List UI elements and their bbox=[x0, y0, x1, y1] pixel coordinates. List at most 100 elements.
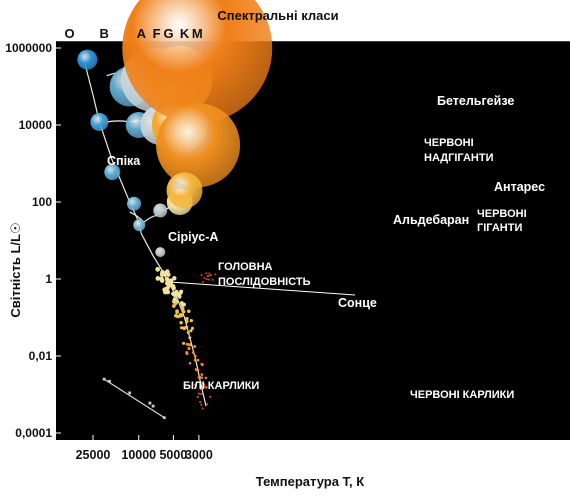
main-sequence-point bbox=[199, 400, 202, 404]
x-tick-label: 10000 bbox=[121, 448, 156, 462]
region-label: НАДГІГАНТИ bbox=[424, 152, 494, 164]
main-sequence-point bbox=[180, 326, 184, 330]
main-sequence-point bbox=[165, 289, 170, 294]
main-sequence-point bbox=[159, 272, 165, 277]
main-sequence-point bbox=[190, 326, 195, 330]
sun-leader-line bbox=[169, 281, 356, 296]
x-tick-label: 5000 bbox=[159, 448, 187, 462]
main-sequence-point bbox=[208, 274, 210, 277]
main-sequence-point bbox=[209, 395, 212, 398]
main-sequence-point bbox=[203, 386, 207, 389]
main-sequence-point bbox=[185, 319, 189, 323]
main-sequence-point bbox=[200, 403, 203, 406]
main-sequence-point bbox=[186, 331, 190, 335]
y-tick-label: 0,01 bbox=[29, 349, 53, 363]
main-sequence-point bbox=[204, 376, 208, 380]
spectral-class-label: K bbox=[180, 26, 190, 41]
star-label: Бетельгейзе bbox=[437, 94, 514, 108]
main-sequence-point bbox=[193, 358, 197, 362]
main-sequence-point bbox=[208, 272, 211, 275]
main-sequence-point bbox=[178, 314, 182, 318]
white-dwarf-point bbox=[151, 404, 155, 408]
white-dwarf-point bbox=[108, 379, 111, 383]
main-sequence-point bbox=[159, 278, 165, 283]
main-sequence-point bbox=[166, 272, 171, 277]
region-label: ЧЕРВОНІ bbox=[477, 208, 527, 220]
star-mark bbox=[155, 247, 166, 258]
y-tick-label: 0,0001 bbox=[15, 426, 52, 440]
spectral-class-label: A bbox=[137, 26, 147, 41]
region-label: БІЛІ КАРЛИКИ bbox=[183, 380, 259, 392]
main-sequence-point bbox=[207, 278, 210, 281]
white-dwarf-point bbox=[148, 401, 152, 405]
star-mark bbox=[133, 219, 146, 232]
main-sequence-point bbox=[155, 276, 161, 281]
main-sequence-point bbox=[155, 266, 161, 272]
main-sequence-point bbox=[177, 294, 182, 299]
main-sequence-point bbox=[179, 320, 183, 325]
spectral-class-label: G bbox=[164, 26, 174, 41]
y-axis-label: Світність L/L☉ bbox=[8, 222, 23, 317]
main-sequence-point bbox=[201, 407, 204, 410]
chart-title: Спектральні класи bbox=[217, 8, 338, 23]
main-sequence-point bbox=[180, 306, 185, 310]
main-sequence-point bbox=[205, 278, 208, 281]
white-dwarf-point bbox=[162, 416, 166, 420]
star-label: Сонце bbox=[338, 296, 377, 310]
main-sequence-point bbox=[188, 361, 192, 365]
main-sequence-point bbox=[185, 342, 189, 346]
main-sequence-point bbox=[173, 301, 178, 306]
main-sequence-point bbox=[182, 341, 186, 345]
white-dwarf-point bbox=[102, 377, 106, 381]
star-label: Альдебаран bbox=[393, 213, 469, 227]
star-mark bbox=[77, 49, 98, 70]
star-mark bbox=[90, 112, 109, 131]
spectral-class-label: B bbox=[99, 26, 108, 41]
main-sequence-point bbox=[193, 354, 197, 358]
main-sequence-point bbox=[191, 351, 195, 354]
x-tick-label: 25000 bbox=[76, 448, 111, 462]
main-sequence-point bbox=[185, 316, 189, 321]
region-label: ЧЕРВОНІ bbox=[424, 137, 474, 149]
main-sequence-point bbox=[187, 347, 191, 351]
main-sequence-point bbox=[200, 273, 203, 277]
main-sequence-point bbox=[199, 388, 202, 391]
main-sequence-point bbox=[214, 273, 217, 276]
star-mark bbox=[127, 196, 142, 211]
main-sequence-point bbox=[203, 384, 206, 387]
main-sequence-point bbox=[172, 276, 177, 281]
main-sequence-point bbox=[193, 345, 197, 348]
main-sequence-point bbox=[171, 291, 176, 296]
main-sequence-point bbox=[196, 368, 200, 372]
y-tick-label: 100 bbox=[32, 195, 52, 209]
white-dwarf-point bbox=[128, 391, 132, 395]
spectral-class-label: F bbox=[153, 26, 161, 41]
main-sequence-point bbox=[206, 402, 209, 406]
main-sequence-point bbox=[199, 381, 202, 384]
main-sequence-point bbox=[206, 275, 209, 277]
spectral-class-label: O bbox=[64, 26, 74, 41]
main-sequence-point bbox=[203, 276, 206, 280]
star-mark bbox=[122, 0, 273, 123]
region-label: ГОЛОВНА bbox=[218, 261, 273, 273]
main-sequence-point bbox=[193, 383, 197, 386]
region-label: ЧЕРВОНІ КАРЛИКИ bbox=[410, 389, 514, 401]
star-mark bbox=[104, 164, 121, 181]
main-sequence-point bbox=[181, 309, 186, 314]
x-tick-label: 3000 bbox=[185, 448, 213, 462]
main-sequence-point bbox=[172, 304, 176, 308]
main-sequence-point bbox=[179, 301, 184, 305]
region-label: ГІГАНТИ bbox=[477, 222, 522, 234]
main-sequence-point bbox=[178, 291, 183, 296]
main-sequence-point bbox=[185, 352, 189, 355]
star-mark bbox=[153, 203, 168, 218]
main-sequence-point bbox=[189, 318, 193, 323]
main-sequence-point bbox=[189, 329, 193, 333]
star-mark bbox=[156, 103, 241, 188]
main-sequence-point bbox=[200, 373, 204, 376]
star-label: Спіка bbox=[107, 154, 141, 168]
region-label: ПОСЛІДОВНІСТЬ bbox=[218, 276, 311, 288]
main-sequence-point bbox=[175, 309, 179, 313]
main-sequence-point bbox=[205, 272, 208, 275]
main-sequence-point bbox=[200, 392, 203, 396]
